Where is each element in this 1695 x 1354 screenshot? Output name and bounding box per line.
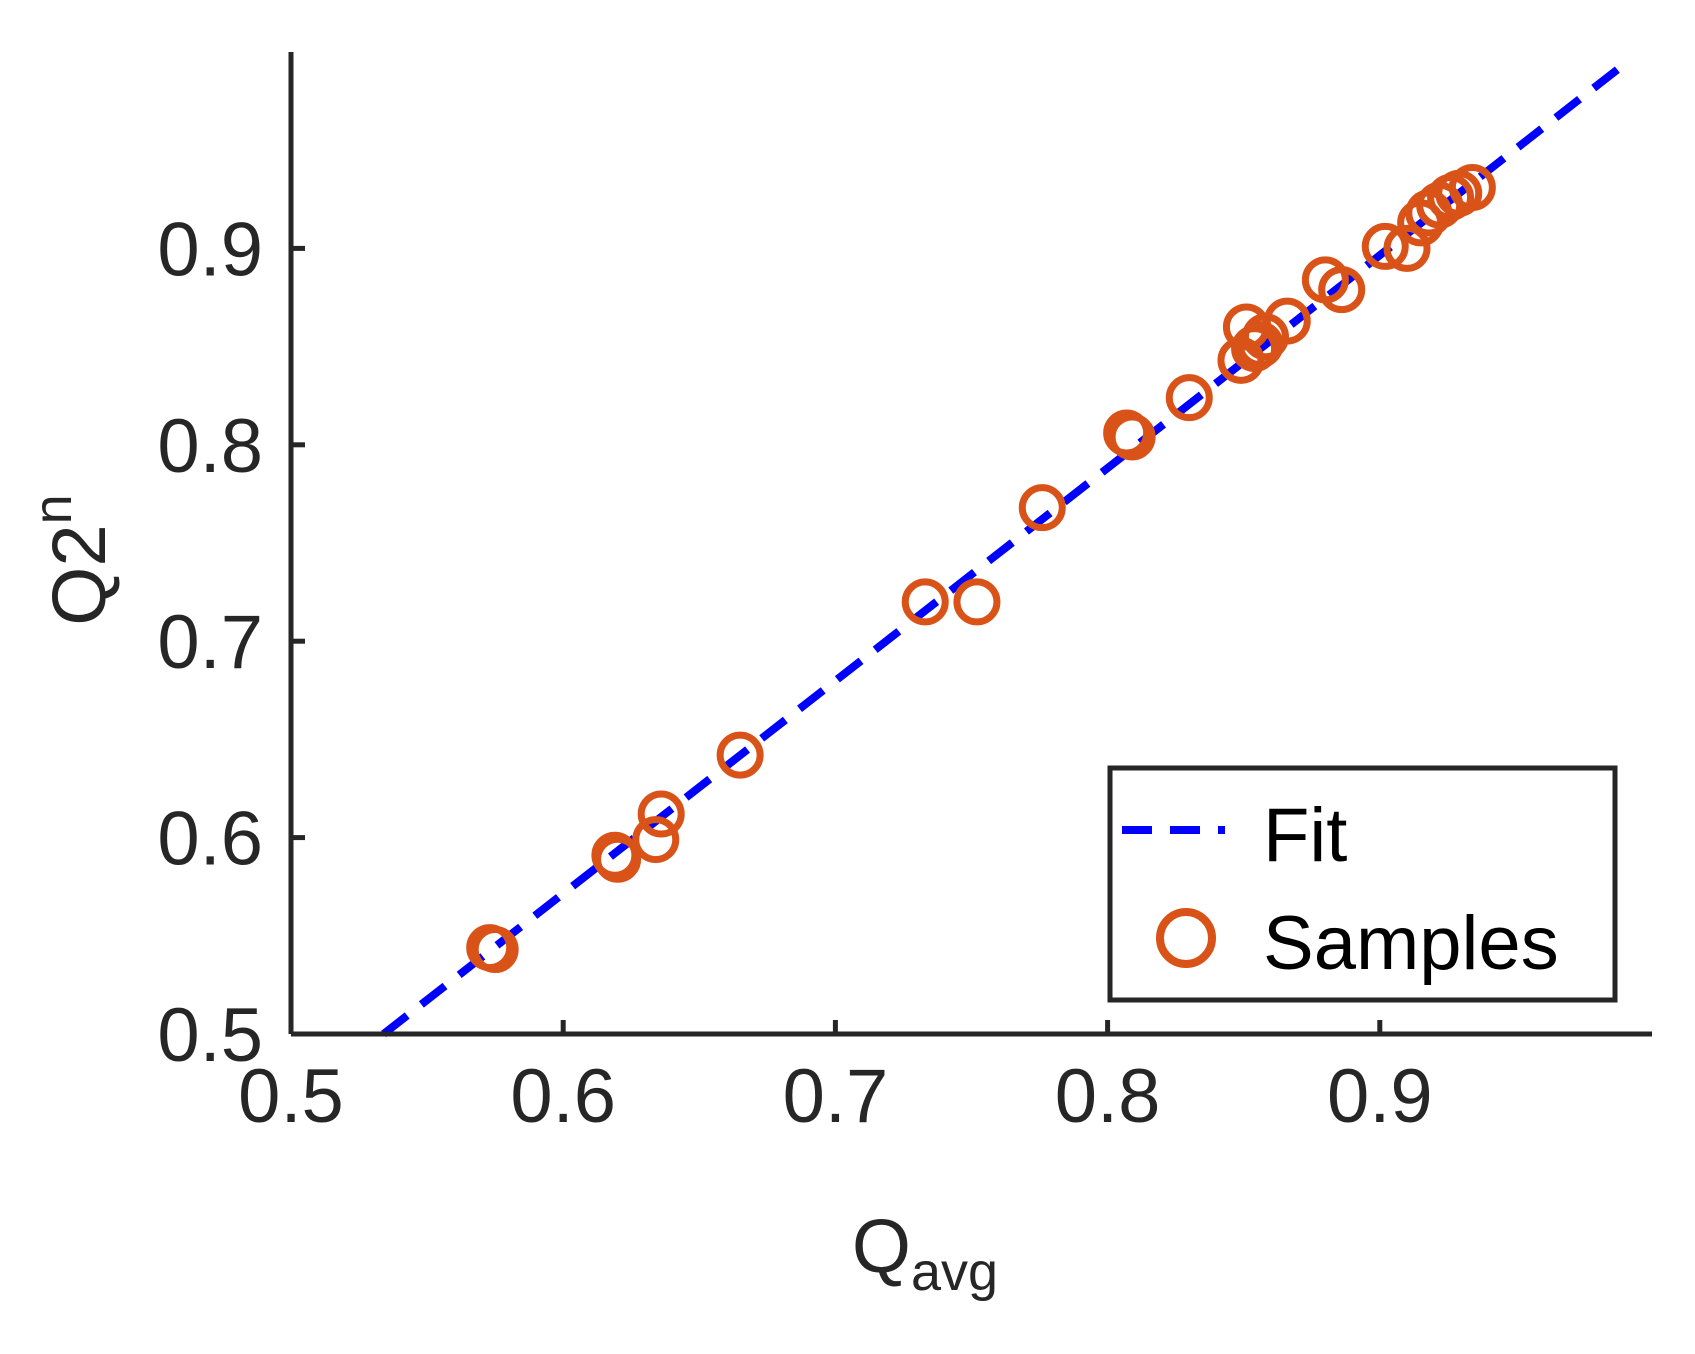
legend: Fit Samples — [1107, 765, 1618, 1003]
sample-point — [637, 790, 685, 838]
sample-point — [1448, 164, 1496, 212]
sample-point — [1108, 413, 1156, 461]
x-tick-label: 0.6 — [510, 1054, 616, 1139]
legend-fit-label: Fit — [1263, 793, 1347, 878]
x-axis-label: Qavg — [852, 1204, 998, 1302]
y-axis-label-superscript: n — [23, 494, 83, 524]
sample-point — [1318, 266, 1366, 314]
sample-point — [1263, 297, 1311, 345]
sample-point — [1361, 222, 1409, 270]
y-tick-label: 0.6 — [157, 797, 263, 882]
sample-point — [1165, 374, 1213, 422]
y-axis-label-main: Q2 — [37, 524, 122, 625]
sample-point — [1018, 484, 1066, 532]
sample-point — [594, 835, 642, 883]
y-tick-label: 0.5 — [157, 993, 263, 1078]
x-tick-label: 0.9 — [1327, 1054, 1433, 1139]
legend-samples-label: Samples — [1263, 901, 1559, 986]
y-axis-label: Q2n — [23, 494, 122, 625]
sample-point — [1236, 321, 1284, 369]
x-tick-label: 0.7 — [783, 1054, 889, 1139]
sample-point — [901, 578, 949, 626]
y-tick-label: 0.9 — [157, 207, 263, 292]
axes: 0.5 0.6 0.7 0.8 0.9 0.5 0.6 0.7 0.8 0.9 — [157, 52, 1652, 1139]
sample-point — [632, 816, 680, 864]
x-axis-label-main: Q — [852, 1204, 911, 1289]
sample-point — [716, 731, 764, 779]
sample-point — [1383, 224, 1431, 272]
sample-markers-layer — [466, 164, 1496, 974]
y-tick-label: 0.7 — [157, 600, 263, 685]
x-tick-label: 0.5 — [238, 1054, 344, 1139]
legend-samples-swatch — [1156, 908, 1216, 968]
sample-point — [471, 926, 519, 974]
x-axis-label-subscript: avg — [911, 1242, 998, 1302]
sample-point — [953, 578, 1001, 626]
y-tick-label: 0.8 — [157, 404, 263, 489]
x-tick-label: 0.8 — [1055, 1054, 1161, 1139]
